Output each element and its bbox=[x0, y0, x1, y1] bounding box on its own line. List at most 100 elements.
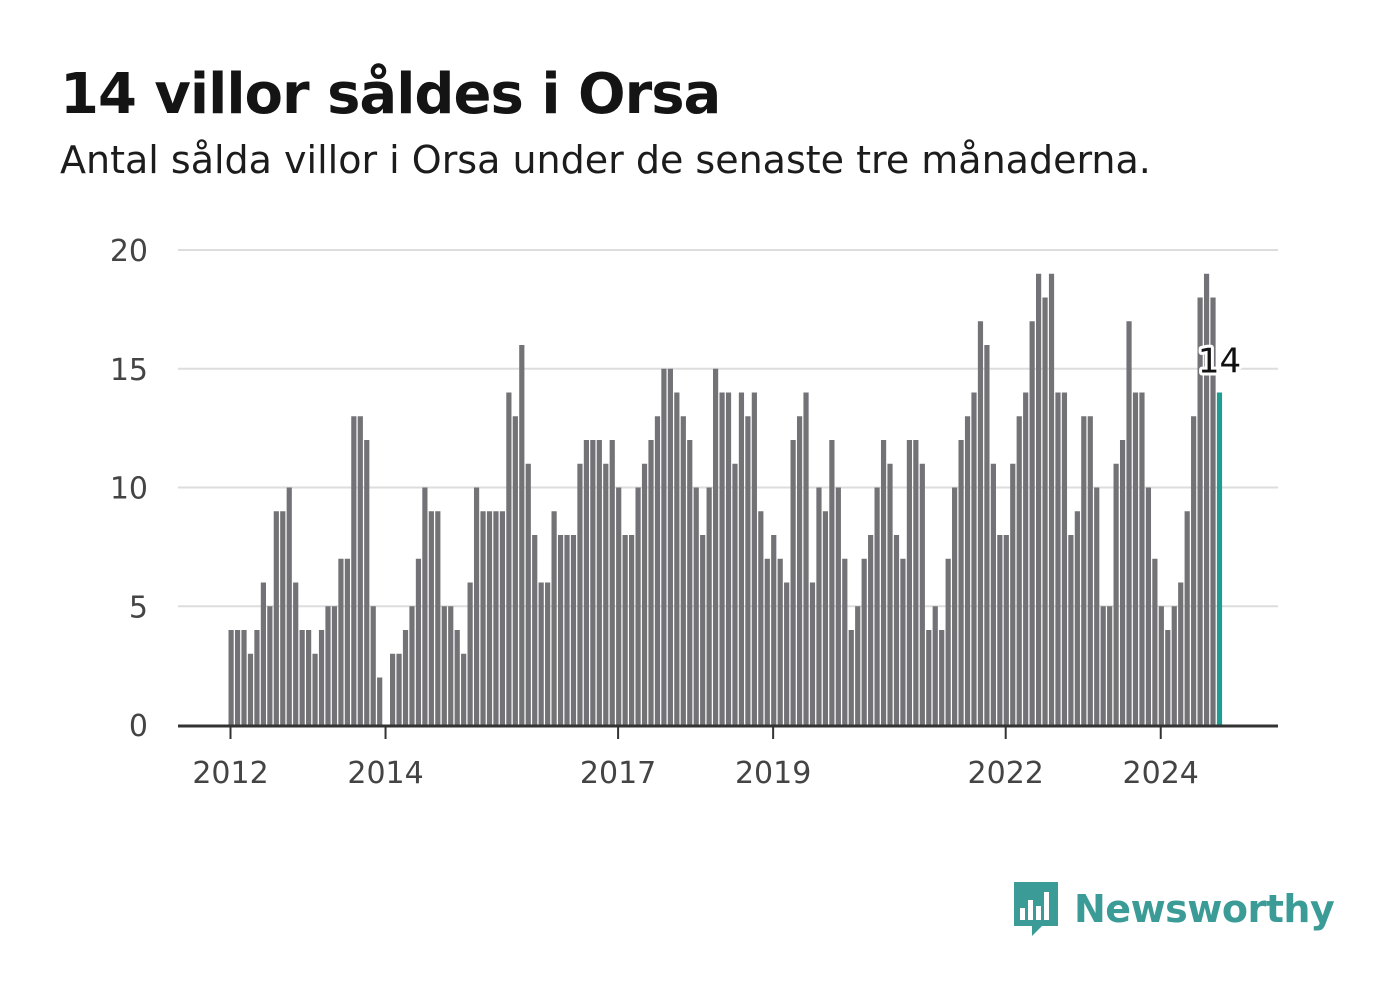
bar bbox=[293, 582, 299, 725]
y-tick-label: 15 bbox=[110, 353, 148, 388]
bar bbox=[364, 440, 370, 725]
bar bbox=[532, 535, 538, 725]
bar bbox=[596, 440, 602, 725]
bar bbox=[435, 511, 441, 725]
x-tick-label: 2017 bbox=[580, 756, 656, 791]
bar bbox=[893, 535, 900, 725]
bar bbox=[990, 463, 996, 725]
bar bbox=[932, 606, 938, 725]
y-tick-label: 10 bbox=[110, 472, 148, 507]
bar-latest bbox=[1216, 392, 1223, 725]
bar bbox=[674, 392, 680, 725]
bar bbox=[1042, 297, 1048, 725]
bar bbox=[764, 558, 770, 725]
bar bbox=[331, 606, 338, 725]
bar bbox=[648, 440, 654, 725]
bar bbox=[1100, 606, 1106, 725]
bar bbox=[984, 345, 990, 725]
bar-chart-speech-bubble-icon bbox=[1014, 882, 1058, 936]
bar bbox=[234, 630, 241, 725]
bar bbox=[654, 416, 661, 725]
newsworthy-logo: Newsworthy bbox=[1010, 878, 1335, 940]
bar bbox=[1210, 297, 1216, 725]
bar bbox=[635, 487, 641, 725]
bar bbox=[1055, 392, 1061, 725]
bar bbox=[351, 416, 357, 725]
bar bbox=[1107, 606, 1113, 725]
bar bbox=[809, 582, 816, 725]
y-tick-label: 0 bbox=[129, 709, 148, 744]
bar bbox=[913, 440, 919, 725]
brand-name: Newsworthy bbox=[1074, 887, 1335, 931]
bar bbox=[545, 582, 551, 725]
x-tick-label: 2024 bbox=[1123, 756, 1199, 791]
bar bbox=[971, 392, 977, 725]
bar bbox=[868, 535, 874, 725]
bar bbox=[415, 558, 422, 725]
bar bbox=[641, 463, 648, 725]
bar bbox=[1171, 606, 1177, 725]
latest-value-label: 14 bbox=[1198, 342, 1241, 382]
bar bbox=[551, 511, 557, 725]
bar bbox=[1087, 416, 1093, 725]
bar bbox=[1003, 535, 1009, 725]
bar bbox=[822, 511, 829, 725]
bar bbox=[1036, 273, 1042, 725]
bar bbox=[1145, 487, 1152, 725]
bar bbox=[247, 653, 254, 725]
bar bbox=[506, 392, 512, 725]
bar bbox=[771, 535, 777, 725]
bar bbox=[609, 440, 615, 725]
bar bbox=[706, 487, 712, 725]
bar bbox=[1203, 273, 1210, 725]
bar bbox=[1023, 392, 1029, 725]
bar bbox=[829, 440, 835, 725]
bars bbox=[228, 273, 1223, 725]
bar bbox=[977, 321, 984, 725]
bar bbox=[325, 606, 331, 725]
bar bbox=[835, 487, 841, 725]
x-tick-label: 2022 bbox=[968, 756, 1044, 791]
bar bbox=[1061, 392, 1068, 725]
bar bbox=[590, 440, 596, 725]
bar bbox=[713, 368, 719, 725]
bar bbox=[629, 535, 635, 725]
bar bbox=[842, 558, 848, 725]
bar bbox=[796, 416, 803, 725]
bar bbox=[1152, 558, 1158, 725]
bar bbox=[493, 511, 499, 725]
bar bbox=[1081, 416, 1087, 725]
bar bbox=[622, 535, 628, 725]
bar bbox=[396, 653, 402, 725]
bar bbox=[1074, 511, 1080, 725]
bar bbox=[273, 511, 279, 725]
bar bbox=[616, 487, 622, 725]
bar bbox=[228, 630, 234, 725]
bar bbox=[377, 677, 383, 725]
bar bbox=[538, 582, 544, 725]
bar bbox=[945, 558, 951, 725]
bar bbox=[777, 558, 783, 725]
bar bbox=[887, 463, 893, 725]
bar bbox=[583, 440, 589, 725]
bar bbox=[1197, 297, 1203, 725]
bar bbox=[1126, 321, 1132, 725]
bar bbox=[267, 606, 273, 725]
bar bbox=[758, 511, 764, 725]
bar bbox=[480, 511, 486, 725]
bar bbox=[1010, 463, 1016, 725]
bar bbox=[312, 653, 318, 725]
bar bbox=[732, 463, 738, 725]
bar bbox=[428, 511, 434, 725]
bar bbox=[861, 558, 867, 725]
bar bbox=[525, 463, 531, 725]
bar bbox=[803, 392, 809, 725]
bar bbox=[719, 392, 725, 725]
chart-title: 14 villor såldes i Orsa bbox=[60, 62, 721, 127]
bar bbox=[687, 440, 693, 725]
bar bbox=[422, 487, 428, 725]
y-tick-label: 20 bbox=[110, 234, 148, 269]
bar bbox=[919, 463, 925, 725]
bar bbox=[1158, 606, 1164, 725]
bar bbox=[448, 606, 454, 725]
